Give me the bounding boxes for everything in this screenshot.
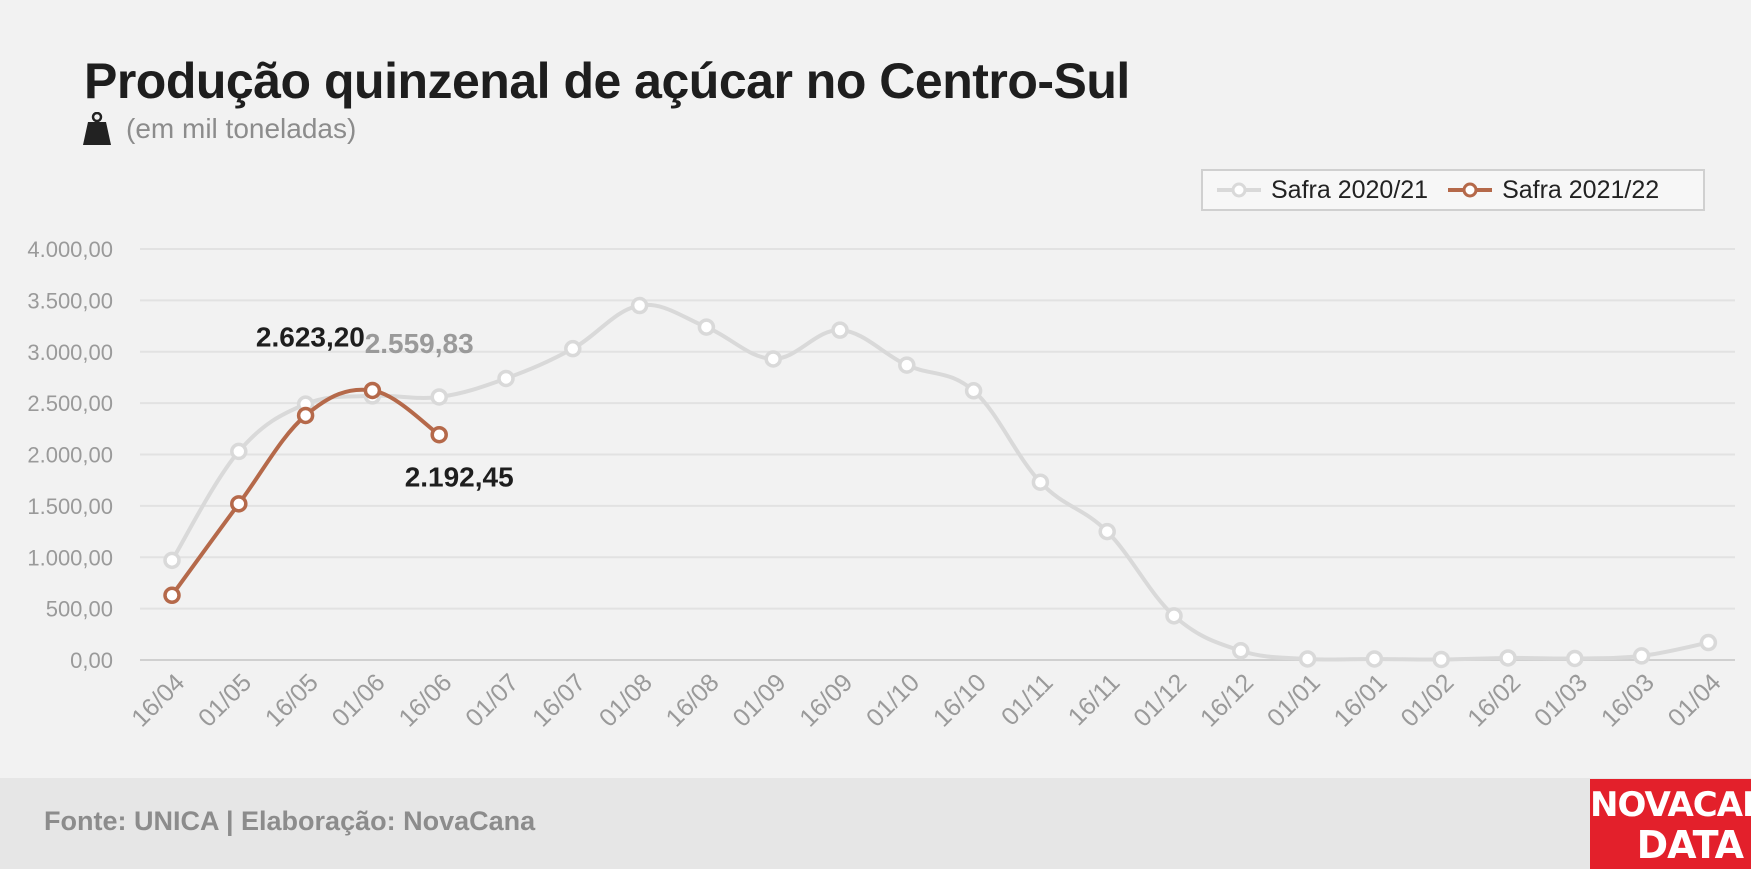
data-point-2020 <box>1432 650 1450 669</box>
data-point-2020 <box>1298 650 1317 668</box>
x-tick-label: 16/11 <box>1063 668 1126 731</box>
x-tick-label: 01/10 <box>861 668 925 732</box>
x-tick-label: 16/03 <box>1596 668 1660 732</box>
x-tick-label: 01/04 <box>1663 668 1727 732</box>
subtitle-row: (em mil toneladas) <box>82 111 357 146</box>
x-tick-label: 01/06 <box>327 668 391 732</box>
data-point-2020 <box>1566 649 1584 668</box>
x-tick-label: 01/05 <box>193 668 257 732</box>
data-label: 2.623,20 <box>256 321 365 352</box>
x-tick-label: 16/07 <box>527 668 591 732</box>
x-tick-label: 16/06 <box>393 668 457 732</box>
x-tick-label: 01/01 <box>1262 668 1326 732</box>
y-tick-label: 2.500,00 <box>27 391 113 416</box>
x-tick-label: 16/10 <box>928 668 992 732</box>
x-tick-label: 16/12 <box>1195 668 1259 732</box>
data-point-2020 <box>497 369 515 388</box>
x-tick-label: 01/07 <box>460 668 524 732</box>
y-tick-label: 2.000,00 <box>27 443 113 468</box>
data-point-2020 <box>1499 649 1517 667</box>
x-tick-label: 01/12 <box>1128 668 1192 732</box>
data-label: 2.192,45 <box>405 462 514 493</box>
y-tick-label: 3.000,00 <box>27 340 113 365</box>
data-point-2020 <box>1632 647 1651 665</box>
legend-label-2020: Safra 2020/21 <box>1271 175 1429 204</box>
data-point-2020 <box>430 388 448 406</box>
data-point-2020 <box>1031 473 1050 491</box>
x-tick-label: 01/02 <box>1395 668 1459 732</box>
x-tick-label: 01/11 <box>996 668 1059 731</box>
chart-title: Produção quinzenal de açúcar no Centro-S… <box>84 53 1130 109</box>
data-point-2021 <box>296 406 315 425</box>
y-tick-label: 4.000,00 <box>27 237 113 262</box>
x-tick-label: 16/09 <box>794 668 858 732</box>
data-point-2021 <box>430 425 448 444</box>
data-point-2020 <box>163 551 181 570</box>
data-point-2020 <box>1232 642 1250 660</box>
data-point-2020 <box>230 442 248 461</box>
data-point-2020 <box>898 356 916 374</box>
logo-text-line1: NOVACANA <box>1590 785 1751 825</box>
data-point-2020 <box>630 296 649 315</box>
legend-item-2020[interactable]: Safra 2020/21 <box>1215 176 1428 205</box>
x-tick-label: 16/05 <box>260 668 324 732</box>
y-tick-label: 1.500,00 <box>27 494 113 519</box>
logo-text-line2: DATA <box>1636 823 1744 867</box>
y-tick-label: 3.500,00 <box>27 288 113 313</box>
data-label: 2.559,83 <box>365 328 474 359</box>
data-point-2020 <box>1098 522 1116 541</box>
x-tick-label: 01/08 <box>594 668 658 732</box>
weight-icon <box>82 111 112 146</box>
chart-subtitle: (em mil toneladas) <box>126 113 357 144</box>
data-point-2021 <box>163 586 181 605</box>
data-point-2020 <box>831 321 849 339</box>
data-point-2020 <box>764 350 782 368</box>
x-tick-label: 01/09 <box>727 668 791 732</box>
legend-marker-2021 <box>1448 182 1493 198</box>
data-point-2020 <box>564 339 582 358</box>
data-point-2020 <box>1699 633 1718 652</box>
y-tick-label: 0,00 <box>70 648 113 673</box>
data-point-2020 <box>1165 607 1183 625</box>
line-chart: 0,00 500,00 1.000,00 1.500,00 2.000,00 2.500,… <box>27 237 1735 732</box>
x-tick-label: 16/08 <box>661 668 725 732</box>
legend-label-2021: Safra 2021/22 <box>1502 175 1660 204</box>
legend-marker-2020 <box>1217 182 1261 198</box>
y-tick-label: 1.000,00 <box>27 545 113 570</box>
x-tick-label: 16/02 <box>1462 668 1526 732</box>
chart-legend: Safra 2020/21 Safra 2021/22 <box>1201 169 1705 211</box>
source-credit: Fonte: UNICA | Elaboração: NovaCana <box>44 806 536 836</box>
footer-bar <box>0 778 1751 869</box>
y-tick-label: 500,00 <box>46 597 113 622</box>
data-point-2021 <box>363 381 382 400</box>
data-point-2020 <box>1365 650 1384 668</box>
data-point-2021 <box>230 495 248 513</box>
x-tick-label: 16/01 <box>1329 668 1393 732</box>
x-tick-label: 16/04 <box>126 668 190 732</box>
data-point-2020 <box>964 382 983 400</box>
legend-item-2021[interactable]: Safra 2021/22 <box>1446 176 1659 205</box>
x-tick-label: 01/03 <box>1529 668 1593 732</box>
data-point-2020 <box>697 318 716 336</box>
novacana-data-logo: NOVACANA DATA <box>1590 779 1751 869</box>
